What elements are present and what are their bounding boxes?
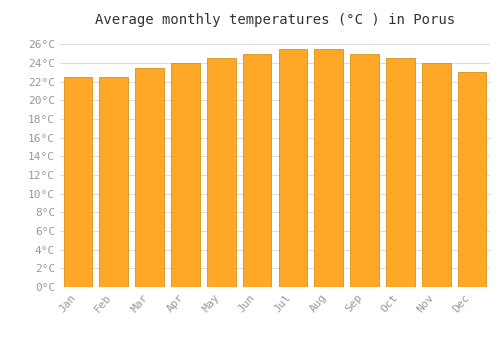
Bar <box>135 68 164 287</box>
Bar <box>207 58 236 287</box>
Bar <box>100 77 128 287</box>
Bar <box>171 63 200 287</box>
Bar <box>350 54 379 287</box>
Bar <box>422 63 450 287</box>
Title: Average monthly temperatures (°C ) in Porus: Average monthly temperatures (°C ) in Po… <box>95 13 455 27</box>
Bar <box>242 54 272 287</box>
Bar <box>314 49 343 287</box>
Bar <box>278 49 307 287</box>
Bar <box>64 77 92 287</box>
Bar <box>386 58 414 287</box>
Bar <box>458 72 486 287</box>
